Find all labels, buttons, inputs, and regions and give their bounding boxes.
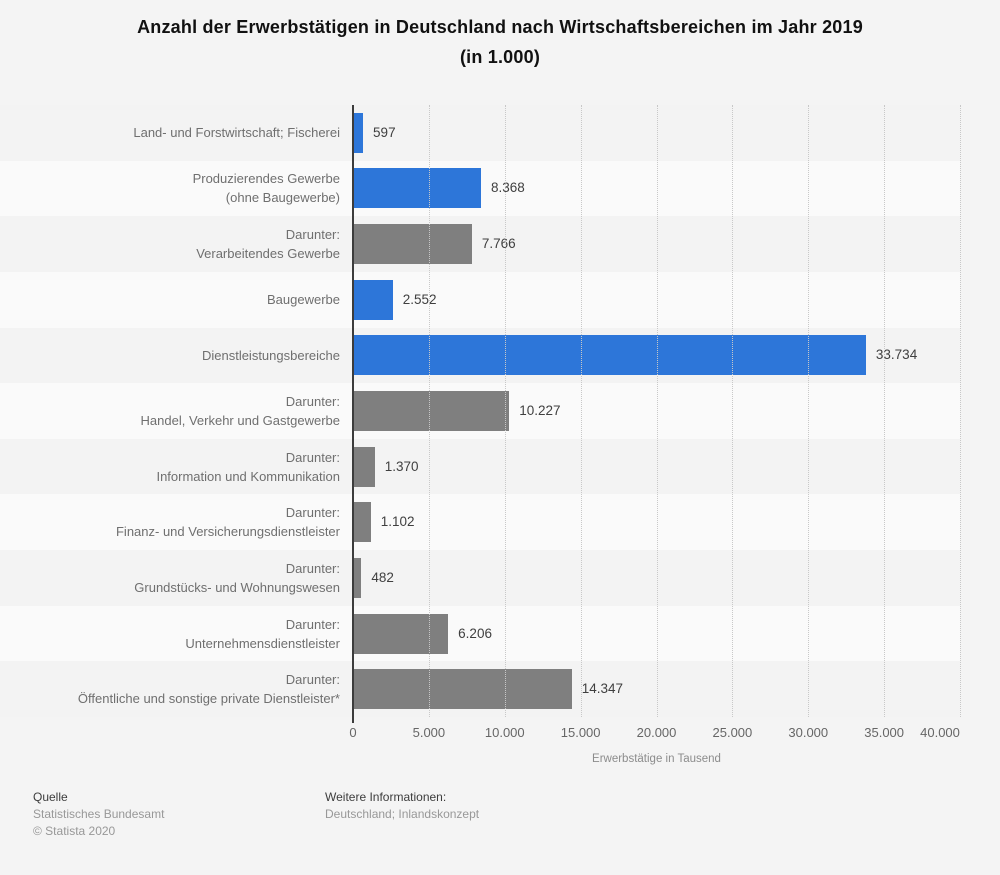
info-text: Deutschland; Inlandskonzept xyxy=(325,807,480,821)
source-label: Quelle xyxy=(33,790,68,804)
gridline xyxy=(732,105,734,717)
category-label: Baugewerbe xyxy=(267,292,340,308)
category-label: Darunter: Verarbeitendes Gewerbe xyxy=(196,227,340,262)
category-label: Darunter: Information und Kommunikation xyxy=(156,449,340,484)
bar[interactable] xyxy=(354,224,472,265)
value-label: 597 xyxy=(373,124,396,140)
x-tick-label: 0 xyxy=(349,725,357,740)
value-label: 8.368 xyxy=(490,180,525,196)
value-label: 1.102 xyxy=(380,514,415,530)
gridline xyxy=(960,105,961,717)
gridline xyxy=(884,105,886,717)
row-band xyxy=(0,271,960,328)
x-axis-title: Erwerbstätige in Tausend xyxy=(592,753,721,765)
chart-title-line1: Anzahl der Erwerbstätigen in Deutschland… xyxy=(137,17,863,37)
value-label: 1.370 xyxy=(384,458,419,474)
info-label: Weitere Informationen: xyxy=(325,790,447,804)
category-label: Darunter: Öffentliche und sonstige priva… xyxy=(77,672,340,707)
x-tick-label: 40.000 xyxy=(920,725,960,740)
bar[interactable] xyxy=(354,335,866,376)
x-tick-label: 35.000 xyxy=(864,725,905,740)
category-label: Darunter: Finanz- und Versicherungsdiens… xyxy=(115,505,340,540)
category-label: Darunter: Grundstücks- und Wohnungswesen xyxy=(134,560,340,595)
bar[interactable] xyxy=(354,502,371,543)
value-label: 6.206 xyxy=(458,625,492,641)
x-tick-label: 5.000 xyxy=(412,725,446,740)
gridline xyxy=(656,105,658,717)
x-tick-label: 30.000 xyxy=(788,725,829,740)
row-band xyxy=(0,438,960,495)
category-label: Dienstleistungsbereiche xyxy=(201,347,340,363)
bar[interactable] xyxy=(354,613,449,654)
gridline xyxy=(428,105,430,717)
value-label: 10.227 xyxy=(519,403,561,418)
plot-area: Land- und Forstwirtschaft; Fischerei 597… xyxy=(0,105,1000,805)
footer-source-block: Quelle Statistisches Bundesamt © Statist… xyxy=(33,789,164,840)
row-band xyxy=(0,216,960,272)
row-band xyxy=(0,494,960,551)
x-tick-label: 20.000 xyxy=(636,725,677,740)
value-label: 482 xyxy=(371,569,394,585)
chart-title: Anzahl der Erwerbstätigen in Deutschland… xyxy=(0,12,1000,72)
bar[interactable] xyxy=(354,112,364,153)
gridline xyxy=(504,105,506,717)
row-band xyxy=(0,105,960,161)
x-tick-label: 10.000 xyxy=(484,725,525,740)
row-band xyxy=(0,550,960,606)
value-label: 33.734 xyxy=(875,347,918,363)
y-axis-line xyxy=(352,105,354,723)
category-label: Produzierendes Gewerbe (ohne Baugewerbe) xyxy=(192,171,340,206)
gridline xyxy=(580,105,582,717)
row-band xyxy=(0,605,960,662)
x-tick-label: 15.000 xyxy=(560,725,601,740)
bar[interactable] xyxy=(354,669,572,710)
value-label: 7.766 xyxy=(481,236,516,252)
bar[interactable] xyxy=(354,391,510,431)
gridline xyxy=(808,105,810,717)
bar[interactable] xyxy=(354,557,362,598)
copyright-notice: © Statista 2020 xyxy=(33,824,116,838)
bar[interactable] xyxy=(354,446,375,487)
value-label: 14.347 xyxy=(581,681,623,697)
value-label: 2.552 xyxy=(402,291,437,307)
bar[interactable] xyxy=(354,279,393,320)
footer-info-block: Weitere Informationen: Deutschland; Inla… xyxy=(325,789,479,823)
x-tick-label: 25.000 xyxy=(712,725,753,740)
category-label: Darunter: Unternehmensdienstleister xyxy=(185,616,340,651)
chart-title-line2: (in 1.000) xyxy=(459,47,541,67)
category-label: Land- und Forstwirtschaft; Fischerei xyxy=(133,125,340,141)
source-name: Statistisches Bundesamt xyxy=(33,807,165,821)
category-label: Darunter: Handel, Verkehr und Gastgewerb… xyxy=(140,393,340,428)
bar[interactable] xyxy=(354,168,481,209)
